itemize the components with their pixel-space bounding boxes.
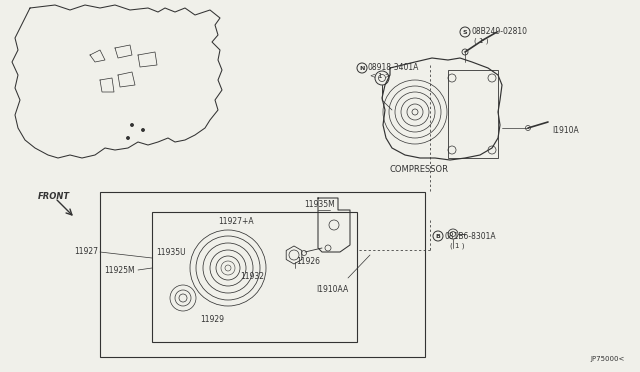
Text: 11929: 11929 [200, 315, 224, 324]
Text: FRONT: FRONT [38, 192, 70, 201]
Text: B: B [436, 234, 440, 238]
Text: 11935M: 11935M [304, 200, 335, 209]
Text: N: N [359, 65, 365, 71]
Text: 11925M: 11925M [104, 266, 134, 275]
Circle shape [127, 137, 129, 140]
Bar [100, 192, 425, 357]
Text: 11927: 11927 [74, 247, 98, 256]
Circle shape [131, 124, 134, 126]
Text: 11932: 11932 [240, 272, 264, 281]
Text: S: S [463, 29, 467, 35]
Text: I1910A: I1910A [552, 126, 579, 135]
Circle shape [141, 128, 145, 131]
Bar [448, 70, 498, 158]
Bar [152, 212, 357, 342]
Text: JP75000<: JP75000< [591, 356, 625, 362]
Text: 081B6-8301A: 081B6-8301A [445, 232, 497, 241]
Text: < 1 >: < 1 > [370, 73, 391, 79]
Text: ( 1 ): ( 1 ) [450, 242, 465, 248]
Text: COMPRESSOR: COMPRESSOR [390, 165, 449, 174]
Text: 11935U: 11935U [156, 248, 186, 257]
Text: 08B249-02810: 08B249-02810 [472, 27, 528, 36]
Text: ( 1 ): ( 1 ) [474, 37, 488, 44]
Text: 11927+A: 11927+A [218, 217, 253, 226]
Text: 08918-3401A: 08918-3401A [368, 63, 419, 72]
Text: I1910AA: I1910AA [316, 285, 348, 294]
Text: 11926: 11926 [296, 257, 320, 266]
